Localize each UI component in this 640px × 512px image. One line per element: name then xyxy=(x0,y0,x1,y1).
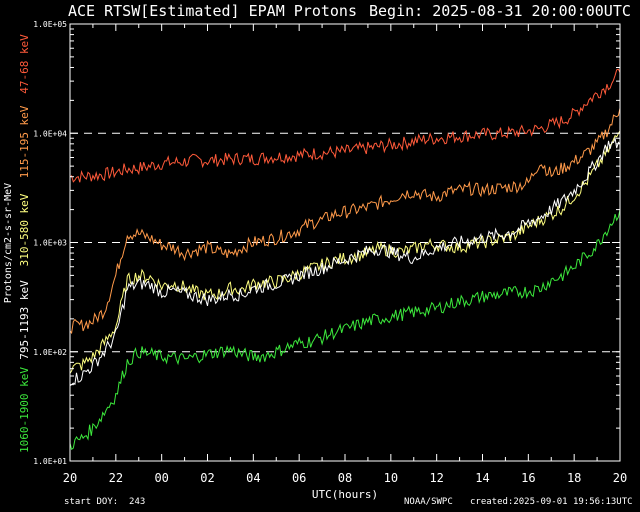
y-axis-label: Protons/cm2-s-sr-MeV xyxy=(3,183,14,303)
x-tick-label-0: 20 xyxy=(63,471,77,485)
x-tick-label-4: 04 xyxy=(246,471,260,485)
series-line-2 xyxy=(69,130,621,374)
x-tick-label-6: 08 xyxy=(338,471,352,485)
y-tick-label-1: 1.0E+02 xyxy=(33,348,67,357)
x-tick-label-7: 10 xyxy=(384,471,398,485)
channel-label-1: 115-195 keV xyxy=(18,105,31,178)
series-group xyxy=(69,68,621,451)
x-tick-label-12: 20 xyxy=(613,471,627,485)
created-timestamp: created:2025-09-01 19:56:13UTC xyxy=(470,497,633,507)
x-axis-label: UTC(hours) xyxy=(312,488,378,501)
begin-time: Begin: 2025-08-31 20:00:00UTC xyxy=(369,2,631,20)
channel-label-2: 310-580 keV xyxy=(18,193,31,266)
x-tick-label-5: 06 xyxy=(292,471,306,485)
channel-label-3: 795-1193 keV xyxy=(18,280,31,360)
y-axis: 1.0E+01 1.0E+02 1.0E+03 1.0E+04 1.0E+05 xyxy=(33,20,620,466)
chart-title: ACE RTSW[Estimated] EPAM Protons xyxy=(68,2,357,20)
reference-lines xyxy=(70,132,620,353)
y-tick-label-2: 1.0E+03 xyxy=(33,239,67,248)
y-tick-label-3: 1.0E+04 xyxy=(33,129,67,138)
channel-label-0: 47-68 keV xyxy=(18,34,31,94)
x-tick-label-2: 00 xyxy=(154,471,168,485)
channel-labels: 47-68 keV 115-195 keV 310-580 keV 795-1193 … xyxy=(18,34,31,453)
series-line-3 xyxy=(69,136,621,387)
series-line-0 xyxy=(69,68,621,183)
series-line-4 xyxy=(69,209,621,451)
source-label: NOAA/SWPC xyxy=(404,497,453,507)
y-tick-label-0: 1.0E+01 xyxy=(33,457,67,466)
channel-label-4: 1060-1900 keV xyxy=(18,367,31,453)
x-tick-label-1: 22 xyxy=(109,471,123,485)
x-tick-label-11: 18 xyxy=(567,471,581,485)
x-axis: 20 22 00 02 04 06 08 10 12 14 16 18 20 xyxy=(63,24,627,485)
x-tick-label-8: 12 xyxy=(429,471,443,485)
y-tick-label-4: 1.0E+05 xyxy=(33,20,67,29)
x-tick-label-10: 16 xyxy=(521,471,535,485)
start-doy: start DOY: 243 xyxy=(64,497,146,507)
x-tick-label-3: 02 xyxy=(200,471,214,485)
x-tick-label-9: 14 xyxy=(475,471,489,485)
series-line-1 xyxy=(69,107,621,335)
